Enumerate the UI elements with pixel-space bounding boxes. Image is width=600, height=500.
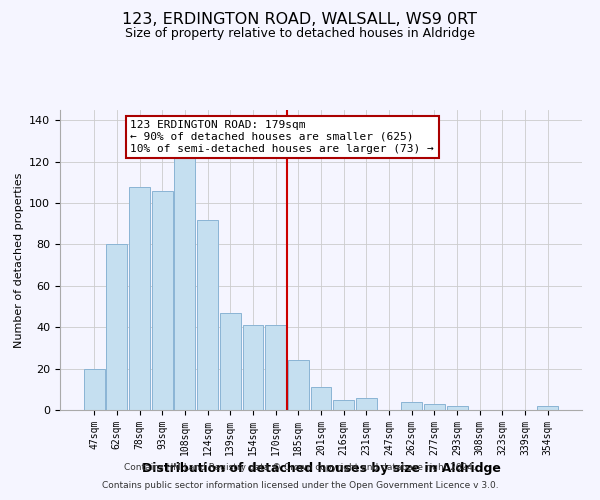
Bar [311, 387, 331, 410]
Bar [265, 325, 286, 410]
Bar [424, 404, 445, 410]
Bar [333, 400, 354, 410]
Bar [538, 406, 558, 410]
Bar [446, 406, 467, 410]
Text: 123, ERDINGTON ROAD, WALSALL, WS9 0RT: 123, ERDINGTON ROAD, WALSALL, WS9 0RT [122, 12, 478, 28]
Bar [152, 190, 173, 410]
Text: Contains HM Land Registry data © Crown copyright and database right 2024.: Contains HM Land Registry data © Crown c… [124, 464, 476, 472]
Bar [84, 368, 104, 410]
Y-axis label: Number of detached properties: Number of detached properties [14, 172, 23, 348]
Bar [242, 325, 263, 410]
Text: Contains public sector information licensed under the Open Government Licence v : Contains public sector information licen… [101, 481, 499, 490]
Text: Size of property relative to detached houses in Aldridge: Size of property relative to detached ho… [125, 28, 475, 40]
Bar [401, 402, 422, 410]
Bar [197, 220, 218, 410]
Bar [175, 133, 196, 410]
Bar [129, 186, 150, 410]
Bar [106, 244, 127, 410]
Bar [356, 398, 377, 410]
Bar [220, 313, 241, 410]
Bar [288, 360, 309, 410]
Text: 123 ERDINGTON ROAD: 179sqm
← 90% of detached houses are smaller (625)
10% of sem: 123 ERDINGTON ROAD: 179sqm ← 90% of deta… [130, 120, 434, 154]
X-axis label: Distribution of detached houses by size in Aldridge: Distribution of detached houses by size … [142, 462, 500, 475]
